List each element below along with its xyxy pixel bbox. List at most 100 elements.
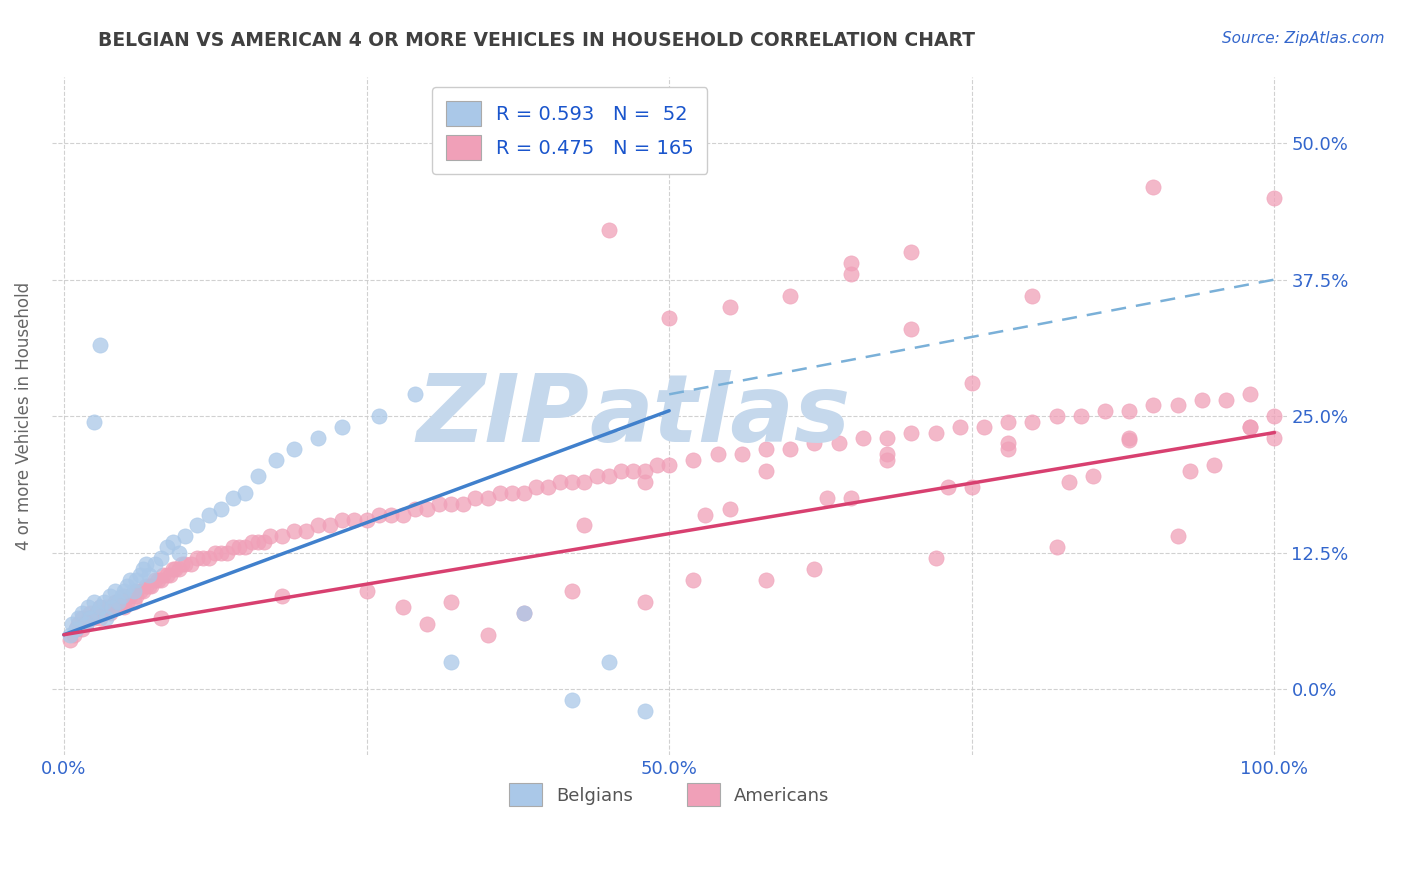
Point — [658, 458, 681, 473]
Point — [367, 508, 389, 522]
Point — [839, 256, 862, 270]
Point — [70, 611, 93, 625]
Point — [104, 584, 127, 599]
Point — [65, 622, 87, 636]
Point — [101, 600, 124, 615]
Point — [235, 485, 257, 500]
Point — [803, 436, 825, 450]
Point — [513, 606, 536, 620]
Point — [1263, 191, 1285, 205]
Point — [524, 480, 547, 494]
Point — [62, 628, 84, 642]
Point — [706, 447, 728, 461]
Point — [112, 584, 135, 599]
Point — [89, 600, 111, 615]
Point — [270, 529, 292, 543]
Point — [65, 622, 87, 636]
Point — [270, 590, 292, 604]
Point — [228, 541, 250, 555]
Point — [111, 590, 134, 604]
Point — [1191, 392, 1213, 407]
Point — [209, 546, 232, 560]
Point — [129, 584, 152, 599]
Point — [427, 497, 450, 511]
Legend: Belgians, Americans: Belgians, Americans — [502, 776, 837, 814]
Point — [1057, 475, 1080, 489]
Point — [343, 513, 366, 527]
Point — [159, 567, 181, 582]
Point — [416, 502, 439, 516]
Point — [779, 289, 801, 303]
Point — [120, 590, 142, 604]
Point — [827, 436, 849, 450]
Point — [96, 600, 118, 615]
Point — [356, 513, 378, 527]
Point — [79, 611, 101, 625]
Point — [120, 573, 142, 587]
Point — [997, 436, 1019, 450]
Point — [198, 508, 221, 522]
Point — [1118, 434, 1140, 448]
Point — [1167, 529, 1189, 543]
Point — [936, 480, 959, 494]
Point — [204, 546, 226, 560]
Point — [1081, 469, 1104, 483]
Point — [1021, 289, 1043, 303]
Point — [83, 595, 105, 609]
Point — [222, 491, 245, 505]
Point — [380, 508, 402, 522]
Point — [104, 595, 127, 609]
Point — [131, 562, 153, 576]
Point — [135, 557, 157, 571]
Point — [93, 595, 115, 609]
Point — [1118, 403, 1140, 417]
Point — [112, 590, 135, 604]
Point — [924, 551, 946, 566]
Point — [138, 567, 160, 582]
Point — [1202, 458, 1225, 473]
Point — [180, 557, 202, 571]
Point — [67, 611, 90, 625]
Point — [658, 310, 681, 325]
Point — [621, 464, 644, 478]
Point — [167, 562, 190, 576]
Point — [67, 616, 90, 631]
Point — [356, 584, 378, 599]
Point — [101, 600, 124, 615]
Point — [107, 600, 129, 615]
Point — [900, 322, 922, 336]
Point — [252, 534, 274, 549]
Point — [77, 611, 100, 625]
Point — [70, 606, 93, 620]
Point — [634, 595, 657, 609]
Point — [574, 475, 596, 489]
Point — [392, 600, 415, 615]
Point — [537, 480, 560, 494]
Point — [174, 557, 197, 571]
Point — [295, 524, 318, 538]
Point — [307, 431, 329, 445]
Point — [283, 442, 305, 456]
Point — [755, 464, 778, 478]
Point — [319, 518, 342, 533]
Point — [598, 469, 620, 483]
Point — [209, 502, 232, 516]
Point — [924, 425, 946, 440]
Point — [609, 464, 631, 478]
Point — [1263, 431, 1285, 445]
Point — [416, 616, 439, 631]
Point — [79, 606, 101, 620]
Point — [83, 415, 105, 429]
Point — [839, 491, 862, 505]
Point — [585, 469, 607, 483]
Point — [259, 529, 281, 543]
Point — [392, 508, 415, 522]
Text: Source: ZipAtlas.com: Source: ZipAtlas.com — [1222, 31, 1385, 46]
Point — [172, 557, 194, 571]
Point — [634, 475, 657, 489]
Point — [755, 573, 778, 587]
Point — [695, 508, 717, 522]
Point — [477, 491, 499, 505]
Point — [86, 606, 108, 620]
Point — [122, 595, 145, 609]
